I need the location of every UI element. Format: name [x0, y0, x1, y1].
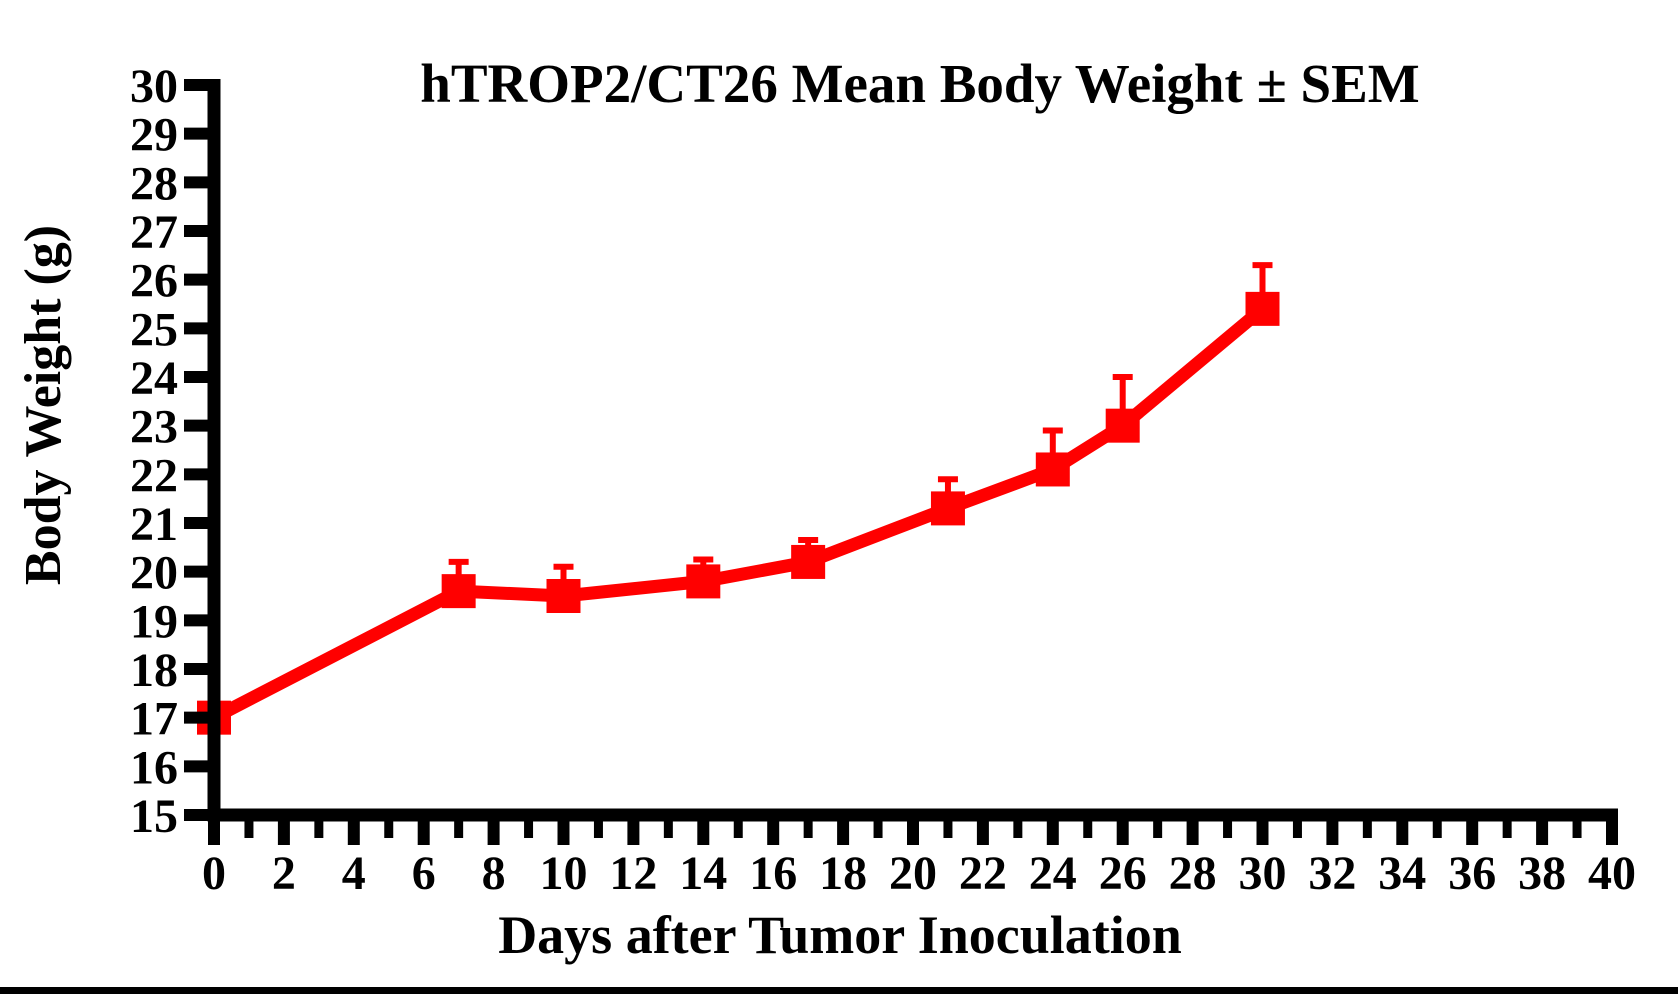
y-tick-label: 27 [130, 206, 178, 259]
data-point-marker [1105, 408, 1140, 443]
x-tick-label: 6 [412, 847, 436, 900]
y-tick-label: 15 [130, 790, 178, 843]
x-tick-label: 32 [1308, 847, 1356, 900]
x-tick-label: 14 [679, 847, 727, 900]
chart-title: hTROP2/CT26 Mean Body Weight ± SEM [420, 53, 1420, 114]
x-tick-label: 16 [749, 847, 797, 900]
y-tick-label: 30 [130, 60, 178, 113]
x-tick-label: 18 [819, 847, 867, 900]
x-tick-label: 38 [1518, 847, 1566, 900]
series-line [211, 303, 1267, 724]
data-point-marker [686, 564, 721, 599]
bottom-border-line [0, 987, 1678, 994]
data-point-marker [930, 491, 965, 526]
y-tick-label: 29 [130, 109, 178, 162]
y-tick-label: 26 [130, 255, 178, 308]
x-tick-label: 20 [889, 847, 937, 900]
y-tick-label: 19 [130, 595, 178, 648]
x-axis-title: Days after Tumor Inoculation [498, 905, 1182, 965]
y-tick-label: 17 [130, 693, 178, 746]
x-tick-label: 40 [1588, 847, 1636, 900]
data-point-marker [1245, 291, 1280, 326]
x-tick-label: 22 [959, 847, 1007, 900]
y-tick-label: 20 [130, 547, 178, 600]
y-tick-label: 16 [130, 741, 178, 794]
x-tick-label: 12 [609, 847, 657, 900]
x-tick-label: 4 [342, 847, 366, 900]
y-tick-label: 25 [130, 303, 178, 356]
data-point-marker [1035, 452, 1070, 487]
x-tick-label: 36 [1448, 847, 1496, 900]
x-tick-label: 26 [1099, 847, 1147, 900]
y-tick-label: 18 [130, 644, 178, 697]
x-tick-label: 10 [540, 847, 588, 900]
y-tick-label: 22 [130, 449, 178, 502]
x-tick-label: 30 [1239, 847, 1287, 900]
data-point-marker [791, 544, 826, 579]
x-tick-label: 28 [1169, 847, 1217, 900]
data-point-marker [546, 579, 581, 613]
y-axis-title: Body Weight (g) [15, 224, 72, 586]
y-tick-label: 24 [130, 352, 178, 405]
x-tick-label: 34 [1378, 847, 1426, 900]
x-tick-label: 0 [202, 847, 226, 900]
y-tick-label: 21 [130, 498, 178, 551]
x-tick-label: 2 [272, 847, 296, 900]
y-tick-label: 23 [130, 401, 178, 454]
y-tick-label: 28 [130, 157, 178, 210]
x-tick-label: 24 [1029, 847, 1077, 900]
data-point-marker [441, 574, 476, 609]
x-tick-label: 8 [482, 847, 506, 900]
